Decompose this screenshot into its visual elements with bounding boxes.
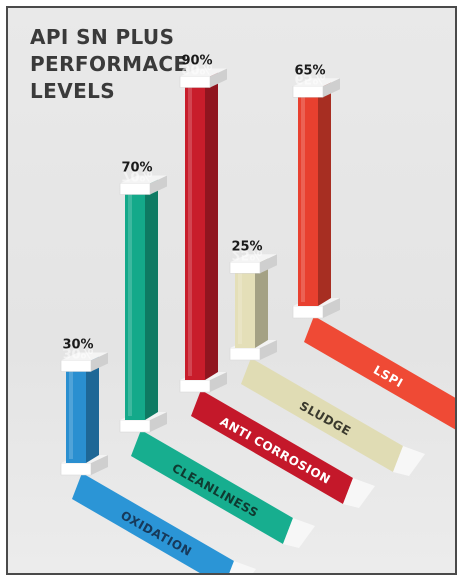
lane-2 [191,390,353,504]
bar-side-0 [86,354,99,463]
pillar-cap-top-2 [180,68,227,77]
bar-front-0 [66,362,86,463]
pillar-cap-side-2 [210,68,227,88]
pillar-base-side-2 [210,372,227,392]
bar-side-2 [205,70,218,380]
value-label-4: 65% [294,63,325,78]
lane-arrow-1 [283,518,315,548]
pillar-2: 90%90% [179,54,227,393]
pillar-cap-top-3 [230,254,277,263]
lane-arrow-0 [229,561,256,573]
bar-front-1 [125,185,145,420]
bar-side-4 [318,80,331,306]
lane-arrow-2 [343,478,375,508]
pillar-base-side-0 [91,455,108,475]
bar-side-1 [145,177,158,420]
bar-shine-1 [128,189,132,416]
pillar-0: 30%30% [60,338,108,476]
bar-front-2 [185,78,205,380]
bar-shine-3 [238,268,242,344]
pillar-cap-top-4 [293,78,340,87]
pillar-base-front-4 [292,305,324,319]
pillar-cap-side-0 [91,352,108,372]
pillar-cap-front-2 [179,76,211,88]
pillar-cap-front-3 [229,261,261,274]
bar-front-4 [298,88,318,306]
pillar-4: 65%65% [292,63,340,319]
value-label-reflection-0: 30% [62,345,93,360]
title-line-1: API SN PLUS [30,25,175,49]
pillar-cap-top-0 [61,352,108,361]
lane-3 [241,358,403,472]
title-line-3: LEVELS [30,79,116,103]
value-label-0: 30% [62,338,93,353]
pillar-cap-front-0 [60,360,92,372]
pillar-base-side-3 [260,340,277,360]
bar-shine-4 [301,92,305,302]
pillar-base-front-1 [119,419,151,433]
infographic-frame: API SN PLUS PERFORMACE LEVELS LSPI SLUDGE… [6,6,457,575]
bar-shine-0 [69,366,73,459]
pillar-3: 25%25% [229,239,277,361]
lane-4 [304,316,455,430]
value-label-reflection-2: 90% [181,61,212,76]
lane-arrow-4 [456,404,457,434]
bar-shine-2 [188,82,192,376]
pillar-cap-side-3 [260,254,277,274]
bar-front-3 [235,264,255,348]
value-label-1: 70% [121,161,152,176]
pillar-base-front-2 [179,379,211,393]
value-label-2: 90% [181,54,212,69]
pillar-1: 70%70% [119,161,167,433]
lane-1 [131,430,293,544]
bar-side-3 [255,256,268,348]
pillar-cap-front-1 [119,183,151,195]
pillar-cap-side-1 [150,175,167,195]
pillar-base-front-3 [229,347,261,361]
pillar-base-side-1 [150,412,167,432]
value-label-3: 25% [231,239,262,254]
value-label-reflection-4: 65% [294,70,325,85]
value-label-reflection-1: 70% [121,168,152,183]
value-label-reflection-3: 25% [231,246,262,261]
chart-title: API SN PLUS PERFORMACE LEVELS [30,24,188,105]
lane-label-1: CLEANLINESS [170,461,261,520]
pillar-cap-front-4 [292,85,324,98]
pillar-cap-side-4 [323,78,340,98]
title-line-2: PERFORMACE [30,52,188,76]
pillar-base-front-0 [60,462,92,476]
lane-arrow-3 [393,446,425,476]
lane-0 [72,473,234,573]
pillar-cap-top-1 [120,175,167,184]
pillar-base-side-4 [323,298,340,318]
